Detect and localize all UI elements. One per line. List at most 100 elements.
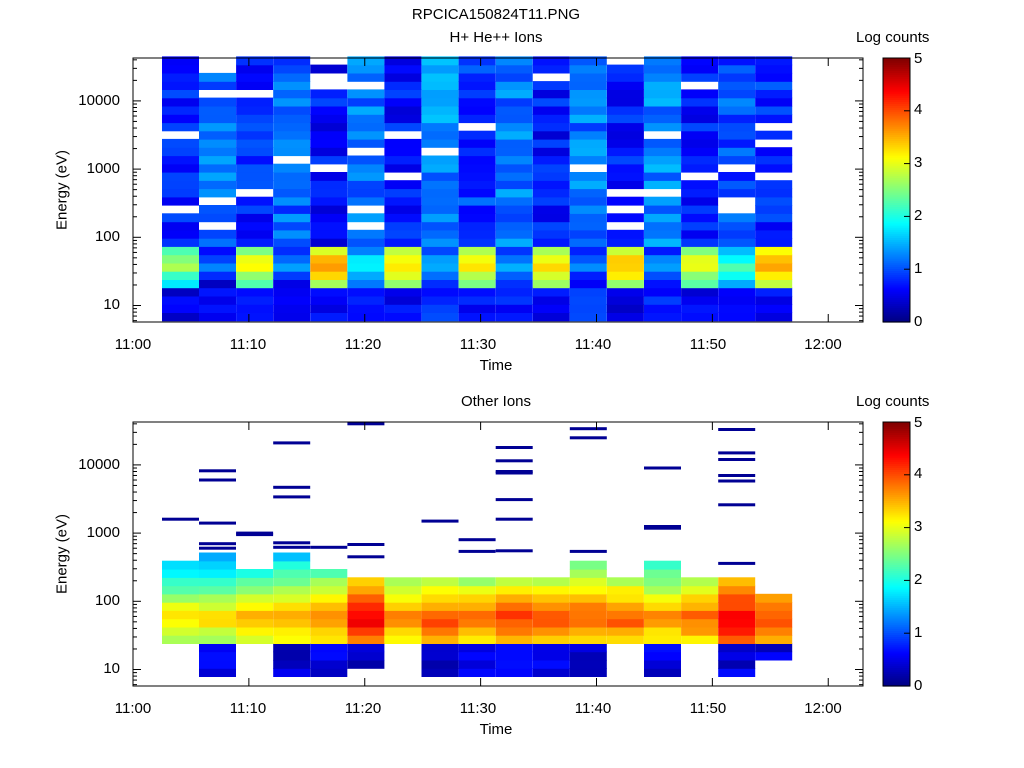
colorbar-swatch [883, 62, 910, 65]
colorbar-swatch [883, 661, 910, 664]
heatmap-cell [347, 635, 385, 644]
heatmap-cell [532, 643, 570, 653]
heatmap-cell [384, 287, 422, 297]
colorbar-label-top: Log counts [856, 29, 930, 46]
heatmap-cell [755, 221, 793, 231]
colorbar-swatch [883, 117, 910, 121]
x-tick-label: 12:00 [804, 700, 842, 717]
colorbar-swatch [883, 580, 910, 584]
heatmap-cell [199, 478, 236, 482]
colorbar-swatch [883, 286, 910, 290]
heatmap-cell [569, 659, 607, 669]
colorbar-tick-label: 0 [914, 313, 923, 330]
heatmap-cell [421, 163, 459, 173]
heatmap-cell [606, 81, 644, 90]
heatmap-cell [606, 246, 644, 256]
heatmap-cell [162, 295, 199, 305]
heatmap-cell [644, 618, 681, 628]
heatmap-cell [569, 635, 607, 644]
colorbar-swatch [883, 459, 910, 462]
heatmap-cell [495, 659, 533, 669]
colorbar-swatch [883, 282, 910, 286]
heatmap-cell [199, 593, 236, 603]
heatmap-cell [421, 626, 459, 636]
x-tick-label: 11:00 [114, 700, 152, 717]
heatmap-cell [681, 262, 719, 272]
heatmap-cell [718, 503, 756, 507]
heatmap-cell [681, 295, 719, 305]
heatmap-cell [681, 593, 719, 603]
heatmap-cell [718, 229, 756, 239]
heatmap-cell [199, 172, 236, 181]
colorbar-swatch [883, 591, 910, 594]
colorbar-swatch [883, 192, 910, 195]
colorbar-swatch [883, 455, 910, 458]
heatmap-cell [236, 114, 274, 124]
heatmap-cell [273, 618, 311, 628]
heatmap-cell [273, 180, 311, 190]
heatmap-cell [236, 271, 274, 280]
colorbar-swatch [883, 634, 910, 638]
heatmap-cell [644, 81, 681, 90]
heatmap-cell [162, 246, 199, 256]
heatmap-cell [644, 466, 681, 470]
heatmap-cell [458, 659, 496, 669]
heatmap-cell [458, 180, 496, 190]
heatmap-cell [495, 668, 533, 677]
colorbar-swatch [883, 549, 910, 553]
heatmap-cell [532, 254, 570, 264]
colorbar-tick-label: 5 [914, 414, 923, 431]
heatmap-cell [755, 262, 793, 272]
heatmap-cell [495, 549, 533, 553]
heatmap-cell [755, 114, 793, 124]
colorbar-swatch [883, 165, 910, 168]
colorbar-swatch [883, 601, 910, 605]
colorbar-swatch [883, 595, 910, 598]
colorbar-swatch [883, 673, 910, 677]
heatmap-cell [162, 147, 199, 157]
heatmap-cell [532, 89, 570, 99]
colorbar-swatch [883, 584, 910, 588]
colorbar-swatch [883, 440, 910, 444]
heatmap-cell [755, 287, 793, 297]
colorbar-swatch [883, 477, 910, 481]
heatmap-cell [606, 635, 644, 644]
y-tick-label: 100 [94, 592, 120, 609]
heatmap-cell [310, 246, 348, 256]
heatmap-cell [273, 668, 311, 677]
colorbar-swatch [883, 210, 910, 214]
colorbar-swatch [883, 422, 910, 425]
heatmap-cell [718, 221, 756, 231]
heatmap-cell [162, 262, 199, 272]
heatmap-cell [273, 626, 311, 636]
heatmap-cell [273, 287, 311, 297]
colorbar-swatch [883, 438, 910, 442]
colorbar-swatch [883, 659, 910, 662]
colorbar-swatch [883, 609, 910, 613]
colorbar-swatch [883, 307, 910, 311]
heatmap-cell [310, 569, 348, 578]
heatmap-cell [421, 81, 459, 90]
heatmap-cell [755, 105, 793, 115]
colorbar-swatch [883, 490, 910, 493]
heatmap-cell [644, 635, 681, 644]
colorbar-swatch [883, 229, 910, 232]
heatmap-cell [162, 618, 199, 628]
heatmap-cell [606, 180, 644, 190]
heatmap-cell [495, 89, 533, 99]
heatmap-cell [458, 279, 496, 289]
heatmap-cell [273, 495, 311, 499]
colorbar-swatch [883, 159, 910, 162]
colorbar-swatch [883, 216, 910, 220]
colorbar-swatch [883, 539, 910, 543]
heatmap-cell [162, 271, 199, 280]
heatmap-cell [458, 271, 496, 280]
heatmap-cell [347, 246, 385, 256]
heatmap-cell [681, 89, 719, 99]
heatmap-cell [347, 610, 385, 620]
colorbar-swatch [883, 64, 910, 67]
colorbar-swatch [883, 620, 910, 623]
colorbar-swatch [883, 68, 910, 71]
heatmap-cell [569, 122, 607, 132]
colorbar-swatch [883, 101, 910, 104]
